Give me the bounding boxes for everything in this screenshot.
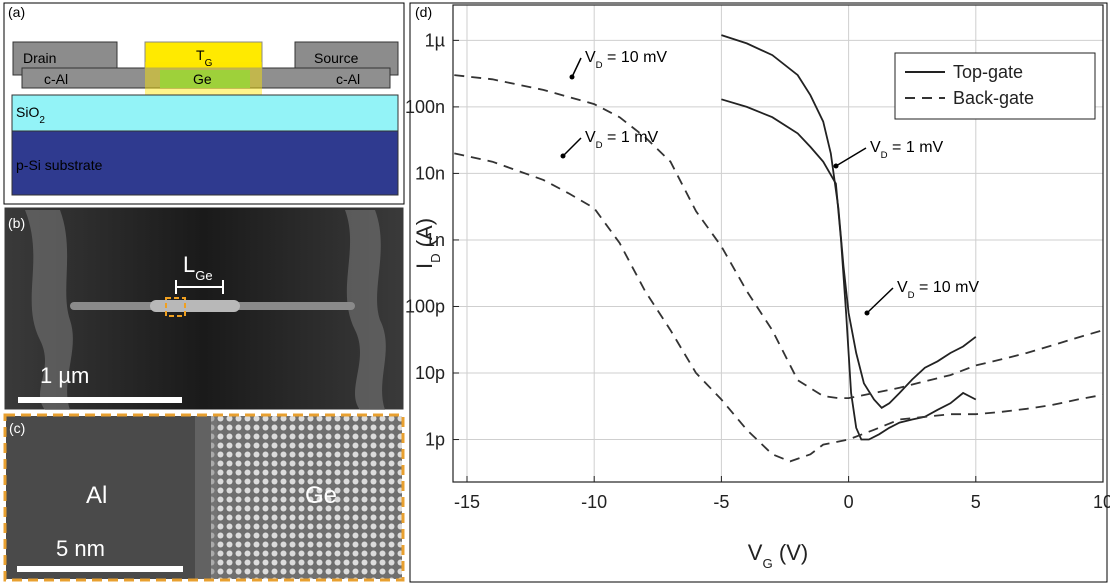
ge-lattice [205, 416, 402, 579]
panel-label: (c) [9, 420, 25, 436]
annotation-main: V [897, 279, 908, 296]
y-axis-label: ID (A) [412, 218, 443, 269]
data-line [454, 74, 1104, 399]
annotation-dot [560, 153, 566, 159]
source-label: Source [314, 50, 359, 66]
x-tick-label: 5 [971, 492, 981, 512]
scale-bar [18, 397, 182, 403]
sio2-sub: 2 [39, 115, 45, 126]
al-region [6, 416, 211, 579]
annotation: VD = 1 mV [870, 139, 944, 161]
y-axis-label-main: I [412, 263, 437, 269]
annotation: VD = 10 mV [897, 279, 979, 301]
annotation-dot [864, 310, 870, 316]
ge-segment [160, 70, 250, 88]
annotation-main: V [585, 49, 596, 66]
sem-contact-right [345, 210, 386, 410]
annotation-arrow [866, 287, 894, 314]
scale-label: 5 nm [56, 536, 105, 561]
substrate-layer [11, 130, 399, 196]
lge-sub: Ge [195, 268, 212, 283]
interface [195, 416, 217, 579]
sio2-label: SiO2 [16, 104, 45, 126]
scale-bar [17, 566, 183, 572]
tg-main: T [196, 47, 205, 63]
panel-c: (c) Al Ge 5 nm [3, 413, 405, 582]
y-tick-label: 1p [425, 430, 445, 450]
annotation-rest: = 1 mV [888, 139, 944, 156]
annotation-arrow [571, 57, 582, 78]
sem-contact-left [25, 210, 73, 410]
annotation: VD = 10 mV [585, 49, 667, 71]
x-axis-label-sub: G [762, 556, 772, 571]
annotation-arrow [562, 137, 582, 157]
y-tick-label: 10n [415, 163, 445, 183]
annotation-arrow [835, 147, 867, 167]
panel-frame [3, 413, 405, 582]
annotation-sub: D [908, 290, 915, 301]
x-axis-label-rest: (V) [773, 540, 808, 565]
panel-label: (a) [8, 4, 25, 20]
sio2-layer [11, 94, 399, 132]
lge-label: LGe [183, 252, 213, 283]
lge-bar [175, 280, 224, 294]
tg-label: TG [196, 47, 213, 69]
x-tick-label: 0 [844, 492, 854, 512]
plot-frame [452, 4, 1104, 483]
y-tick-label: 10p [415, 363, 445, 383]
annotation-main: V [870, 139, 881, 156]
drain-label: Drain [23, 50, 56, 66]
c-al-right: c-Al [336, 71, 360, 87]
annotation-dot [833, 163, 839, 169]
legend-label: Back-gate [953, 88, 1034, 108]
y-tick-label: 1µ [425, 30, 445, 50]
gate-oxide [145, 62, 262, 95]
panel-label: (d) [415, 4, 432, 20]
al-label: Al [86, 482, 107, 509]
top-gate [144, 41, 263, 69]
annotation: VD = 1 mV [585, 129, 659, 151]
scale-label: 1 µm [40, 363, 89, 388]
ge-label: Ge [305, 482, 337, 509]
panel-label: (b) [8, 215, 25, 231]
c-al-left: c-Al [44, 71, 68, 87]
legend-box [894, 52, 1096, 120]
x-tick-label: -10 [581, 492, 607, 512]
lge-main: L [183, 252, 195, 277]
sio2-main: SiO [16, 104, 39, 120]
annotation-dot [569, 74, 575, 80]
y-axis-label-rest: (A) [412, 218, 437, 253]
x-tick-label: 10 [1093, 492, 1110, 512]
y-tick-label: 1n [425, 230, 445, 250]
annotation-rest: = 10 mV [603, 49, 668, 66]
legend-label: Top-gate [953, 62, 1023, 82]
ge-label: Ge [193, 71, 212, 87]
annotation-sub: D [881, 150, 888, 161]
x-tick-label: -5 [713, 492, 729, 512]
panel-a: (a) Drain TG Source c-Al Ge c-Al SiO2 p-… [3, 2, 405, 205]
substrate-label: p-Si substrate [16, 157, 103, 173]
data-line [454, 152, 1104, 463]
annotation-sub: D [596, 60, 603, 71]
x-axis-label-main: V [748, 540, 763, 565]
annotation-rest: = 10 mV [915, 279, 980, 296]
annotation-sub: D [596, 140, 603, 151]
data-line [721, 34, 977, 409]
y-tick-label: 100n [405, 97, 445, 117]
y-tick-label: 100p [405, 296, 445, 316]
ge-segment-sem [150, 300, 240, 312]
x-axis-label: VG (V) [748, 540, 808, 571]
tg-sub: G [205, 58, 213, 69]
zoom-box [165, 297, 186, 317]
panel-b: (b) LGe 1 µm [3, 206, 405, 411]
x-tick-label: -15 [454, 492, 480, 512]
annotation-main: V [585, 129, 596, 146]
data-line [721, 98, 977, 441]
y-axis-label-sub: D [428, 253, 443, 263]
annotation-rest: = 1 mV [603, 129, 659, 146]
